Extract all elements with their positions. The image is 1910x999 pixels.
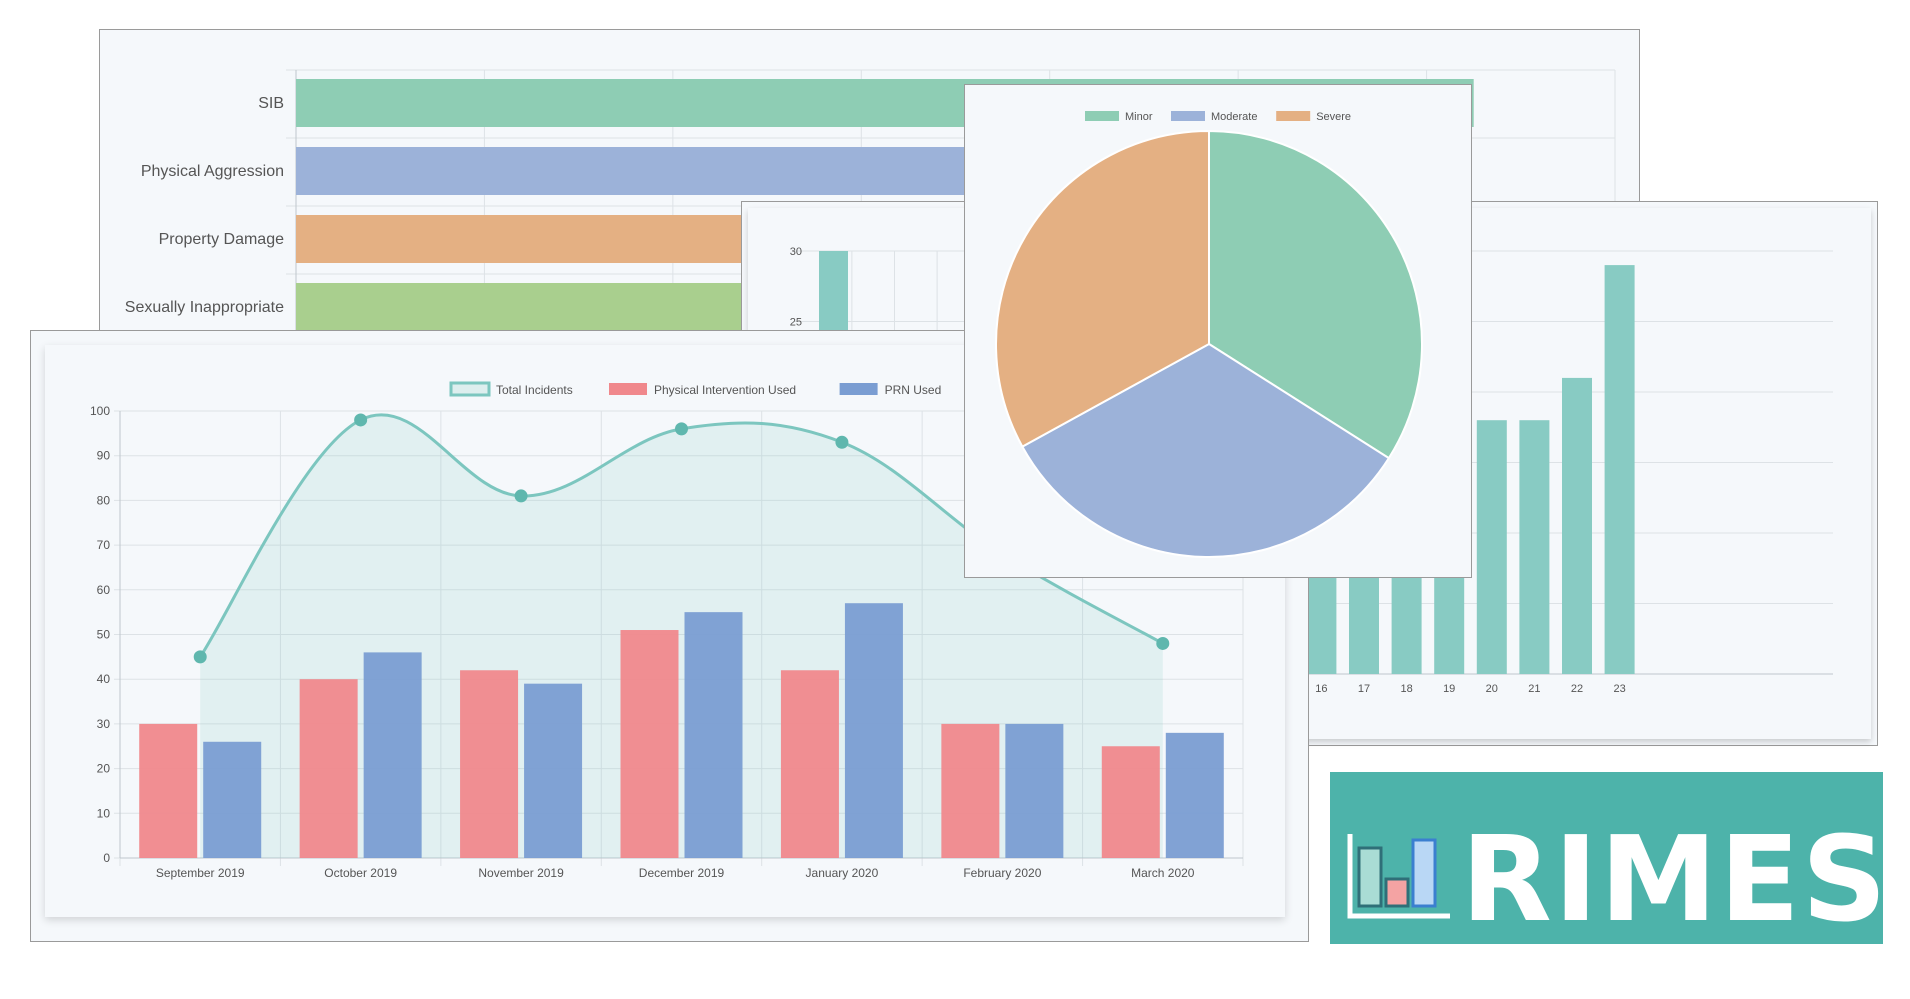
- tick-label: February 2020: [963, 866, 1041, 880]
- legend-swatch: [449, 381, 491, 397]
- bar: [844, 603, 903, 858]
- legend-swatch: [1085, 111, 1119, 121]
- monthly-chart-panel: 100 90 80 70 60 50 40 30 20 10 0 September 2019 Octo…: [30, 330, 1309, 942]
- bar: [1604, 265, 1635, 674]
- legend-swatch: [609, 383, 647, 395]
- tick-label: 16: [1315, 683, 1327, 695]
- tick-label: 18: [1400, 683, 1412, 695]
- tick-label: September 2019: [156, 866, 245, 880]
- tick-label: 70: [97, 538, 111, 552]
- tick-label: 25: [790, 317, 802, 329]
- tick-label: November 2019: [478, 866, 564, 880]
- tick-label: October 2019: [324, 866, 397, 880]
- legend-label: Physical Intervention Used: [654, 383, 796, 397]
- data-point: [675, 422, 688, 436]
- bar: [363, 652, 422, 858]
- data-point: [354, 413, 368, 427]
- tick-label: 90: [97, 449, 111, 463]
- bar: [684, 612, 743, 858]
- tick-label: January 2020: [806, 866, 879, 880]
- tick-label: 60: [97, 583, 111, 597]
- tick-label: Sexually Inappropriate: [125, 299, 284, 316]
- bar: [1165, 732, 1224, 858]
- data-point: [1156, 636, 1170, 650]
- tick-label: 30: [97, 717, 111, 731]
- bar: [203, 741, 262, 858]
- legend-label: Total Incidents: [496, 383, 573, 397]
- legend-swatch: [1171, 111, 1205, 121]
- tick-label: 22: [1571, 683, 1583, 695]
- bar: [524, 683, 583, 858]
- tick-label: Property Damage: [159, 231, 284, 248]
- bar: [1476, 420, 1507, 674]
- bar: [941, 723, 1000, 858]
- tick-label: SIB: [258, 95, 284, 112]
- tick-label: 19: [1443, 683, 1455, 695]
- tick-label: 0: [103, 851, 110, 865]
- logo-text: RIMES: [1461, 810, 1889, 948]
- legend-swatch: [1276, 111, 1311, 121]
- tick-label: 40: [97, 672, 111, 686]
- series-area: [200, 414, 1163, 858]
- tick-label: 17: [1358, 683, 1370, 695]
- tick-label: 100: [90, 404, 110, 418]
- bar: [139, 723, 198, 858]
- data-point: [835, 435, 849, 449]
- tick-label: March 2020: [1131, 866, 1195, 880]
- bar: [780, 670, 839, 858]
- tick-label: 30: [790, 246, 802, 258]
- tick-label: 80: [97, 493, 111, 507]
- tick-label: 23: [1613, 683, 1625, 695]
- bar: [1562, 377, 1592, 674]
- data-point: [514, 489, 528, 503]
- severity-chart-panel: Minor Moderate Severe: [964, 84, 1472, 578]
- tick-label: Physical Aggression: [141, 163, 284, 180]
- tick-label: 21: [1528, 683, 1540, 695]
- bar: [620, 630, 679, 858]
- bar: [1519, 420, 1550, 674]
- pie-slice: [1208, 129, 1423, 460]
- legend-label: Severe: [1316, 111, 1351, 123]
- tick-label: 20: [1486, 683, 1498, 695]
- bar: [1005, 723, 1064, 858]
- legend-label: PRN Used: [885, 383, 942, 397]
- bar: [299, 679, 358, 858]
- legend-label: Minor: [1125, 111, 1153, 123]
- data-point: [193, 650, 207, 664]
- tick-label: 50: [97, 628, 111, 642]
- legend-swatch: [839, 383, 878, 395]
- tick-label: 10: [97, 806, 111, 820]
- bar: [1101, 746, 1160, 858]
- tick-label: December 2019: [639, 866, 725, 880]
- pie-slice: [995, 129, 1210, 448]
- tick-label: 20: [97, 762, 111, 776]
- severity-chart: Minor Moderate Severe: [995, 111, 1423, 558]
- legend-label: Moderate: [1211, 111, 1257, 123]
- rimes-logo: RIMES: [1330, 772, 1887, 944]
- bar: [460, 670, 519, 858]
- bar-chart-logo-icon: [1347, 834, 1450, 919]
